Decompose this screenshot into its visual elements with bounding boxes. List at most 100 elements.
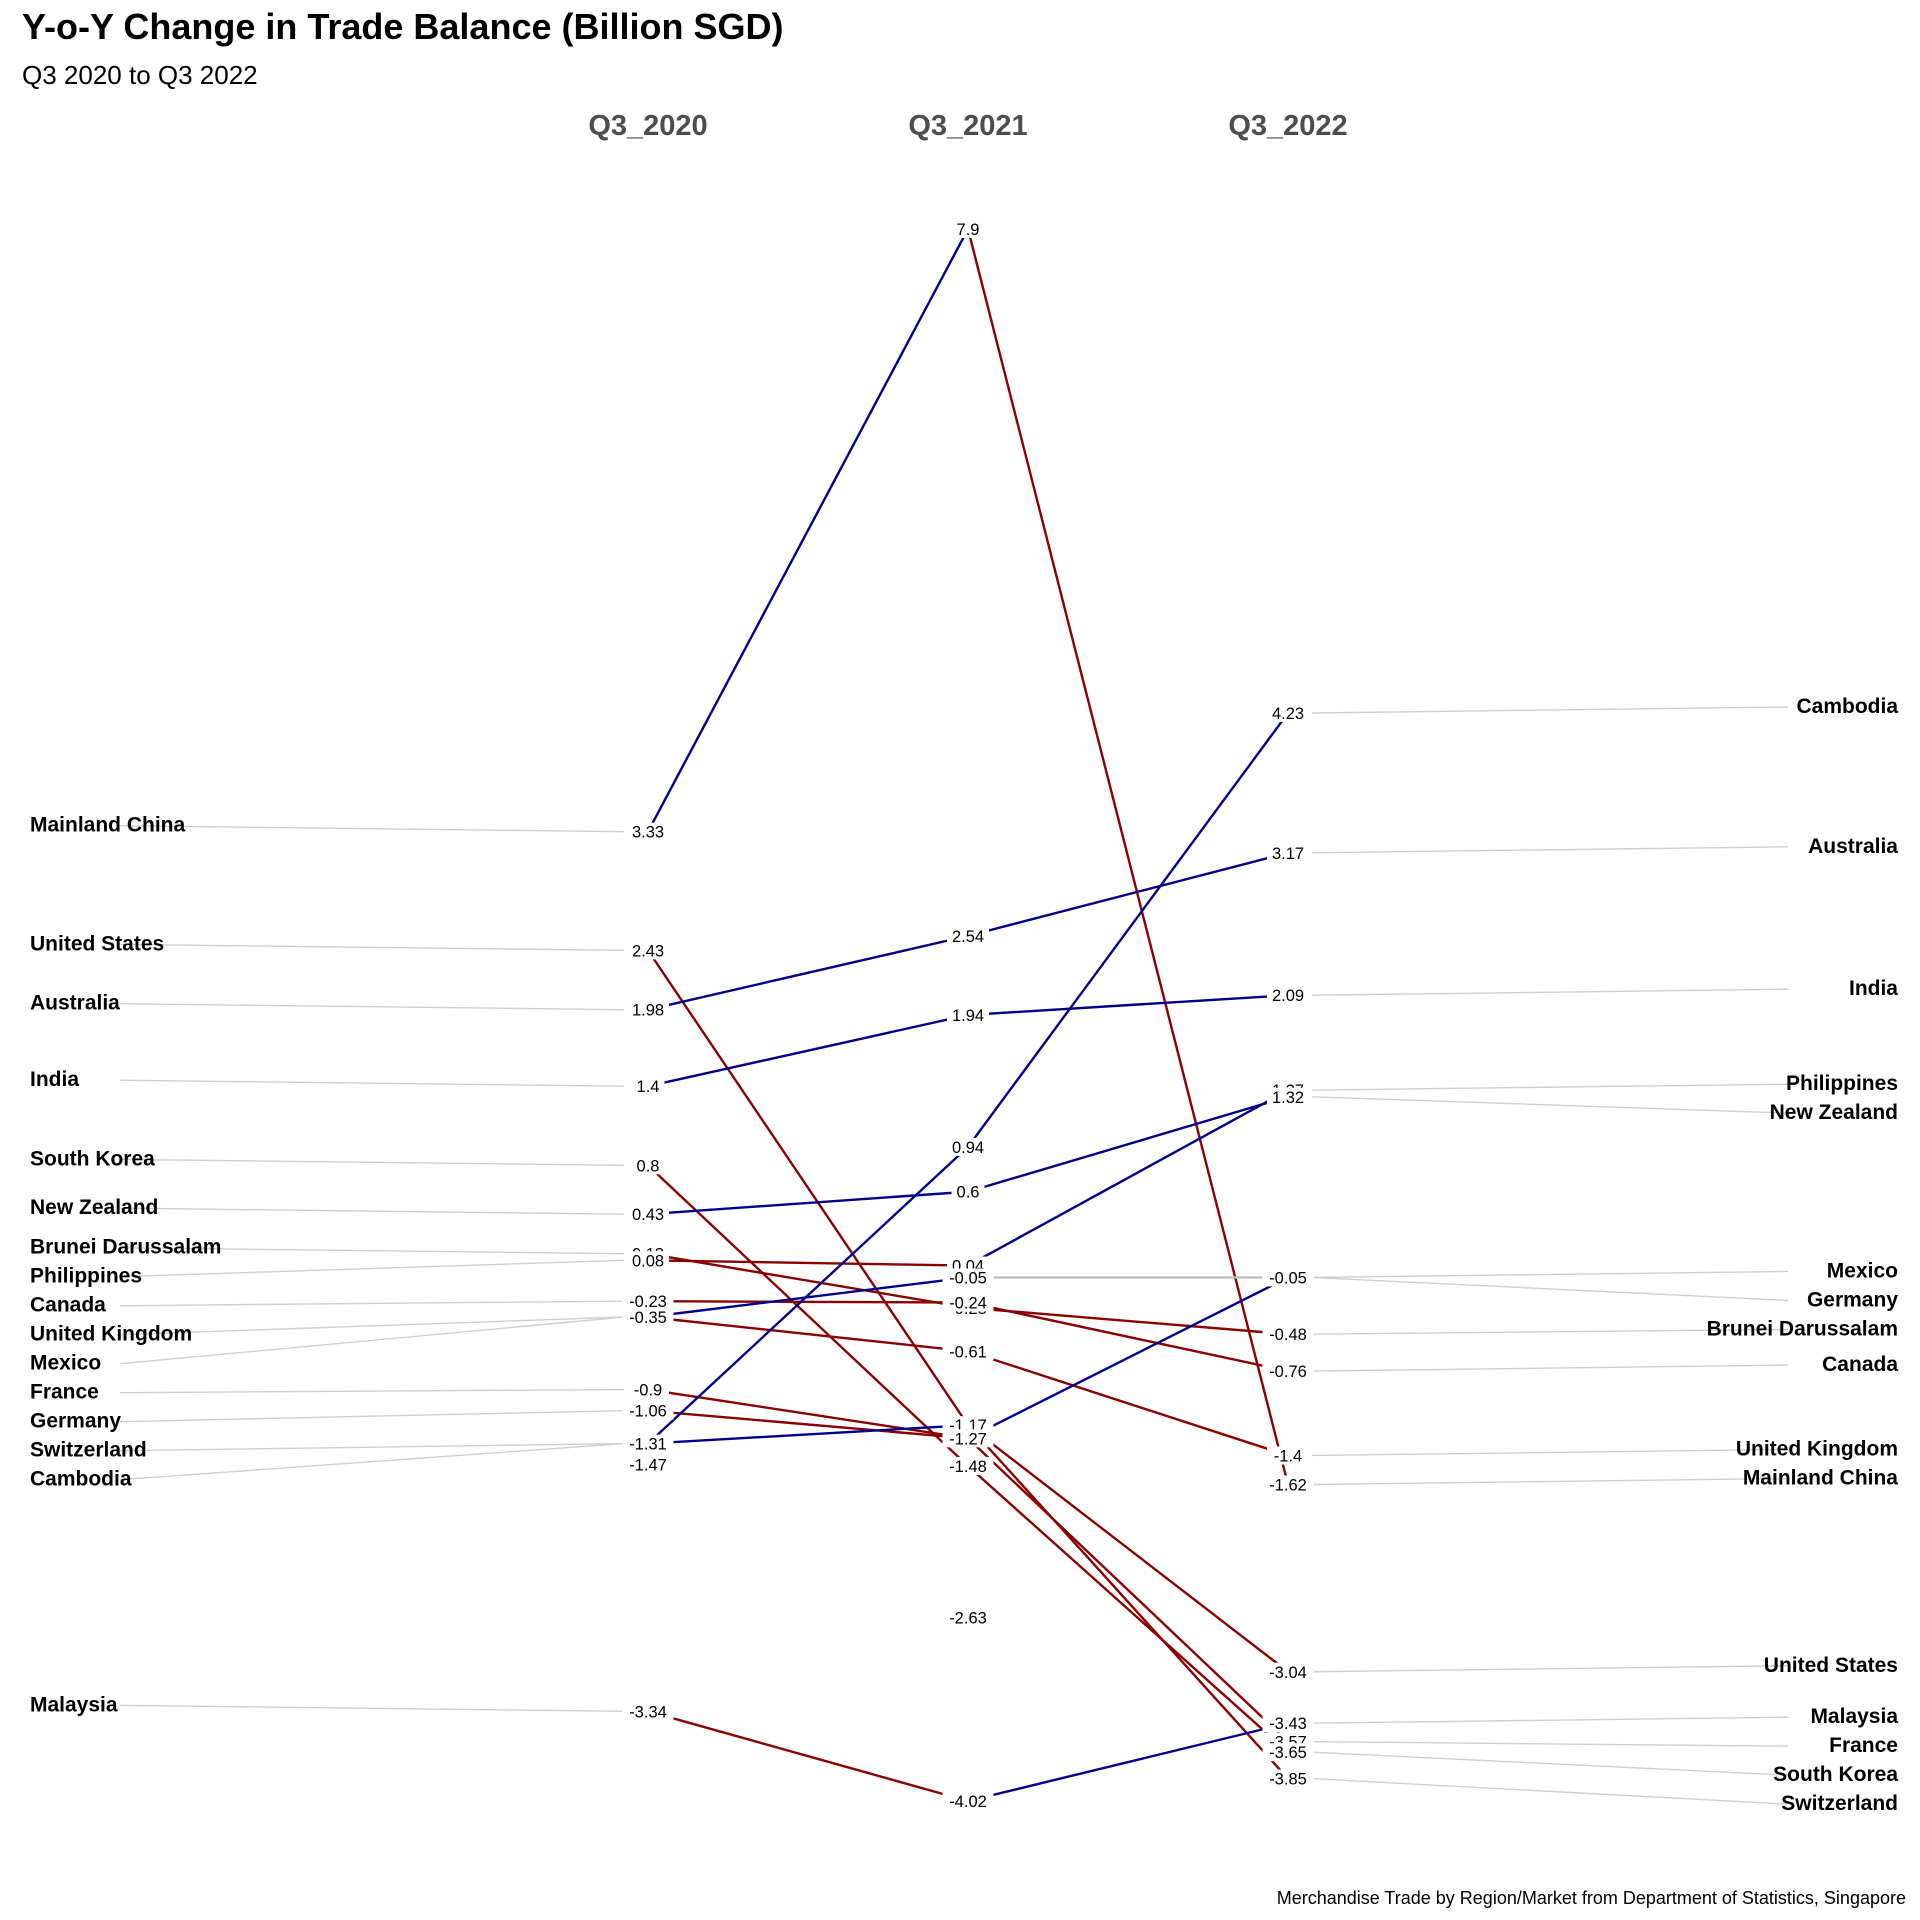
left-label-brunei-darussalam: Brunei Darussalam — [30, 1236, 221, 1259]
segment-brunei-darussalam-0 — [646, 1252, 970, 1309]
value-box-1-26 — [942, 1429, 994, 1448]
segment-south-korea-0 — [646, 1164, 970, 1468]
left-label-mainland-china: Mainland China — [30, 814, 185, 837]
segment-cambodia-0 — [646, 1145, 970, 1445]
segment-united-states-0 — [646, 949, 970, 1427]
leader-left-canada — [119, 1300, 625, 1307]
leader-right-india — [1311, 988, 1789, 996]
value-box-1-28 — [942, 1608, 994, 1627]
value-box-0-10 — [627, 1380, 669, 1399]
value-label-1-29: -4.02 — [949, 1793, 987, 1811]
left-label-france: France — [30, 1381, 99, 1404]
left-country-labels: Mainland China United States Australia Indi… — [30, 814, 221, 1717]
left-label-cambodia: Cambodia — [30, 1468, 132, 1491]
period-header-q3-2021: Q3_2021 — [908, 110, 1027, 142]
value-labels: 3.332.431.981.40.80.430.130.08-0.23-0.35… — [622, 220, 1314, 1811]
value-box-0-13 — [622, 1455, 674, 1474]
value-box-2-34 — [1267, 1087, 1309, 1106]
value-label-2-32: 2.09 — [1272, 987, 1304, 1005]
left-label-philippines: Philippines — [30, 1265, 142, 1288]
segment-canada-0 — [646, 1299, 970, 1304]
value-label-1-18: 0.94 — [952, 1139, 984, 1157]
value-label-0-5: 0.43 — [632, 1206, 664, 1224]
right-label-germany: Germany — [1807, 1288, 1898, 1311]
leader-lines — [119, 706, 1789, 1805]
right-label-switzerland: Switzerland — [1781, 1792, 1898, 1815]
leader-right-mainland-china — [1311, 1477, 1789, 1486]
value-box-1-19 — [951, 1182, 985, 1201]
value-box-0-12 — [622, 1434, 674, 1453]
leader-left-united-states — [119, 943, 625, 952]
right-label-malaysia: Malaysia — [1810, 1705, 1898, 1728]
chart-title: Y-o-Y Change in Trade Balance (Billion S… — [22, 6, 784, 47]
segment-cambodia-1 — [966, 711, 1290, 1149]
value-label-2-44: -3.85 — [1269, 1771, 1307, 1789]
left-label-united-kingdom: United Kingdom — [30, 1323, 192, 1346]
value-label-2-35: -0.05 — [1269, 1269, 1307, 1287]
value-label-0-11: -1.06 — [629, 1403, 667, 1421]
value-box-2-38 — [1267, 1446, 1309, 1465]
segment-united-kingdom-1 — [966, 1350, 1290, 1457]
value-label-0-7: 0.08 — [632, 1252, 664, 1270]
right-label-united-kingdom: United Kingdom — [1736, 1437, 1898, 1460]
right-label-new-zealand: New Zealand — [1770, 1101, 1898, 1124]
value-box-2-30 — [1267, 703, 1309, 722]
segment-malaysia-1 — [966, 1721, 1290, 1803]
left-label-switzerland: Switzerland — [30, 1439, 147, 1462]
right-label-philippines: Philippines — [1786, 1072, 1898, 1095]
right-label-cambodia: Cambodia — [1796, 695, 1898, 718]
value-label-1-26: -1.27 — [949, 1430, 987, 1448]
left-label-malaysia: Malaysia — [30, 1693, 118, 1716]
period-header-q3-2020: Q3_2020 — [588, 110, 707, 142]
chart-subtitle: Q3 2020 to Q3 2022 — [22, 60, 258, 90]
segment-malaysia-0 — [646, 1710, 970, 1803]
value-box-0-4 — [631, 1156, 665, 1175]
right-label-australia: Australia — [1808, 835, 1898, 858]
segment-new-zealand-0 — [646, 1190, 970, 1216]
value-label-0-4: 0.8 — [637, 1157, 660, 1175]
value-box-1-29 — [942, 1792, 994, 1810]
value-box-2-35 — [1262, 1268, 1314, 1287]
right-label-france: France — [1829, 1734, 1898, 1757]
leader-right-united-kingdom — [1311, 1448, 1789, 1457]
value-box-1-24 — [942, 1342, 994, 1361]
segment-australia-0 — [646, 934, 970, 1011]
value-box-2-40 — [1262, 1662, 1314, 1681]
right-country-labels: Mainland China United States Australia Indi… — [1707, 695, 1899, 1815]
value-label-1-16: 2.54 — [952, 928, 984, 946]
value-label-0-3: 1.4 — [637, 1078, 660, 1096]
value-label-2-41: -3.43 — [1269, 1715, 1307, 1733]
left-label-united-states: United States — [30, 932, 164, 955]
value-box-2-36 — [1262, 1325, 1314, 1344]
leader-left-mainland-china — [119, 824, 625, 833]
segment-mexico-0 — [646, 1276, 970, 1319]
value-box-1-17 — [947, 1006, 989, 1024]
value-label-2-30: 4.23 — [1272, 705, 1304, 723]
value-box-2-41 — [1262, 1714, 1314, 1733]
leader-right-switzerland — [1311, 1777, 1789, 1805]
leader-left-australia — [119, 1003, 625, 1011]
segment-germany-1 — [966, 1276, 1290, 1440]
leader-left-switzerland — [119, 1442, 625, 1452]
value-label-0-12: -1.31 — [629, 1436, 667, 1454]
segment-france-0 — [646, 1388, 970, 1440]
leader-right-brunei-darussalam — [1311, 1328, 1789, 1335]
value-label-2-34: 1.32 — [1272, 1089, 1304, 1107]
leader-right-south-korea — [1311, 1751, 1789, 1776]
value-label-0-8: -0.23 — [629, 1293, 667, 1311]
left-label-new-zealand: New Zealand — [30, 1196, 158, 1219]
value-label-2-43: -3.65 — [1269, 1744, 1307, 1762]
leader-left-france — [119, 1388, 625, 1394]
segment-united-kingdom-0 — [646, 1315, 970, 1353]
value-box-0-0 — [627, 822, 669, 841]
value-label-0-14: -3.34 — [629, 1703, 667, 1721]
value-box-1-15 — [951, 220, 985, 238]
left-label-canada: Canada — [30, 1294, 106, 1317]
value-box-2-44 — [1262, 1769, 1314, 1788]
left-label-south-korea: South Korea — [30, 1147, 155, 1170]
value-box-2-43 — [1262, 1743, 1314, 1762]
leader-left-cambodia — [119, 1442, 625, 1481]
value-box-1-16 — [947, 926, 989, 945]
value-box-2-37 — [1262, 1362, 1314, 1381]
right-label-mainland-china: Mainland China — [1743, 1466, 1898, 1489]
